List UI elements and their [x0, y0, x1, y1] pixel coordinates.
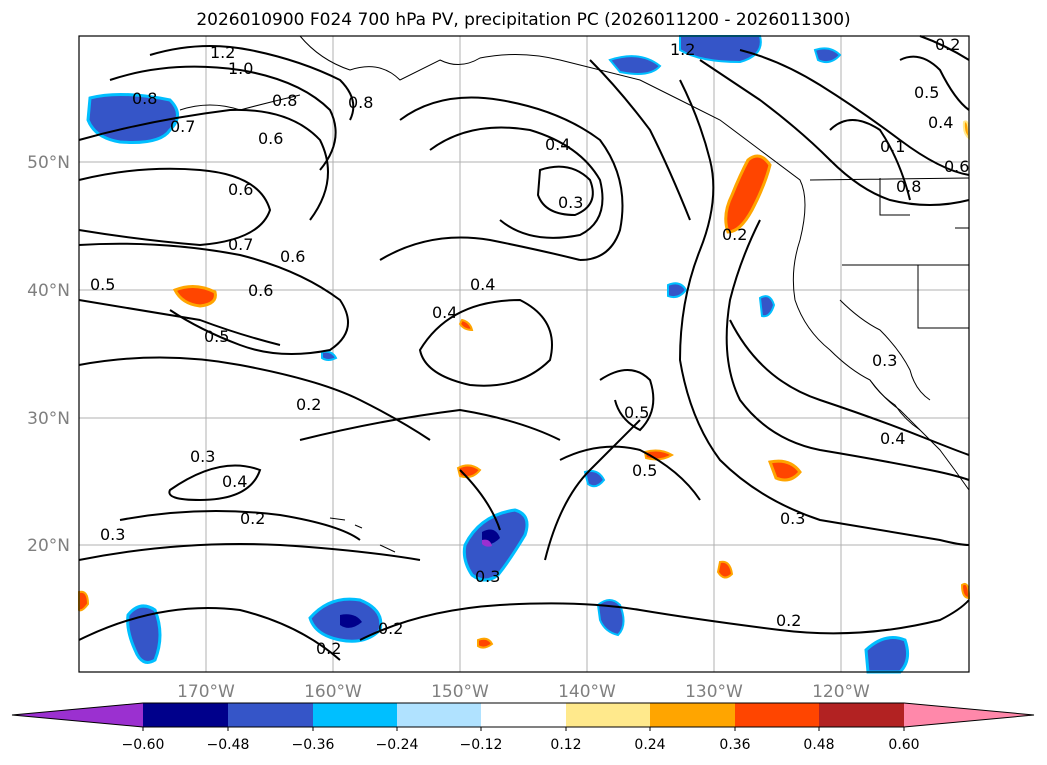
- colorbar-segment: [650, 703, 735, 727]
- contour-label: 0.8: [272, 91, 297, 110]
- contour-label: 0.2: [378, 619, 403, 638]
- contour-labels: 1.2 1.0 0.8 0.7 0.8 0.6 0.8 0.7 0.6 0.6 …: [90, 35, 969, 658]
- colorbar-segment: [228, 703, 313, 727]
- contour-label: 1.2: [210, 43, 235, 62]
- contour-label: 0.2: [316, 639, 341, 658]
- colorbar-tick-label: 0.24: [634, 737, 665, 753]
- graticule: [79, 36, 969, 672]
- contour-label: 0.1: [880, 137, 905, 156]
- contour-label: 0.3: [558, 193, 583, 212]
- contour-label: 0.7: [228, 235, 253, 254]
- contour-label: 0.6: [258, 129, 283, 148]
- lon-label: 120°W: [812, 682, 870, 702]
- map-area: [79, 36, 969, 672]
- colorbar-tick-label: −0.60: [122, 737, 165, 753]
- lon-label: 130°W: [685, 682, 743, 702]
- lon-label: 140°W: [558, 682, 616, 702]
- colorbar: −0.60 −0.48 −0.36 −0.24 −0.12 0.12 0.24 …: [11, 702, 1035, 753]
- lon-label: 160°W: [304, 682, 362, 702]
- contour-label: 0.6: [248, 281, 273, 300]
- contour-label: 0.8: [132, 89, 157, 108]
- contour-label: 0.6: [280, 247, 305, 266]
- colorbar-tick-label: 0.48: [803, 737, 834, 753]
- contour-label: 0.3: [190, 447, 215, 466]
- coastlines: [179, 35, 970, 553]
- contour-label: 0.2: [776, 611, 801, 630]
- lat-label: 50°N: [27, 153, 70, 173]
- colorbar-extend-left: [12, 703, 143, 727]
- colorbar-segment: [397, 703, 481, 727]
- contour-label: 0.8: [896, 177, 921, 196]
- lon-label: 150°W: [431, 682, 489, 702]
- contour-label: 0.3: [475, 567, 500, 586]
- precipitation-shading: [78, 35, 971, 674]
- colorbar-segment: [819, 703, 904, 727]
- colorbar-segment: [566, 703, 650, 727]
- colorbar-segment: [313, 703, 397, 727]
- lat-label: 30°N: [27, 409, 70, 429]
- colorbar-segment: [481, 703, 566, 727]
- contour-label: 0.2: [722, 225, 747, 244]
- pv-contours: [78, 35, 970, 661]
- contour-label: 0.4: [222, 472, 247, 491]
- contour-label: 0.4: [880, 429, 905, 448]
- colorbar-tick-label: 0.12: [550, 737, 581, 753]
- contour-label: 0.3: [780, 509, 805, 528]
- contour-label: 0.2: [240, 509, 265, 528]
- contour-label: 0.8: [348, 93, 373, 112]
- contour-label: 0.5: [204, 327, 229, 346]
- contour-label: 0.5: [624, 403, 649, 422]
- map-frame: [78, 35, 970, 673]
- contour-label: 0.5: [914, 83, 939, 102]
- contour-label: 0.4: [432, 303, 457, 322]
- contour-label: 0.3: [100, 525, 125, 544]
- contour-label: 1.2: [670, 40, 695, 59]
- colorbar-tick-label: −0.24: [376, 737, 419, 753]
- contour-label: 0.6: [228, 180, 253, 199]
- colorbar-tick-label: 0.36: [719, 737, 750, 753]
- contour-label: 1.0: [228, 59, 253, 78]
- contour-label: 0.6: [944, 157, 969, 176]
- colorbar-tick-label: −0.36: [292, 737, 335, 753]
- longitude-labels: 170°W 160°W 150°W 140°W 130°W 120°W: [177, 682, 870, 702]
- colorbar-segment: [735, 703, 819, 727]
- colorbar-tick-label: −0.48: [207, 737, 250, 753]
- lat-label: 40°N: [27, 281, 70, 301]
- colorbar-tick-label: 0.60: [888, 737, 919, 753]
- contour-label: 0.4: [928, 113, 953, 132]
- map-title: 2026010900 F024 700 hPa PV, precipitatio…: [196, 10, 851, 30]
- lon-label: 170°W: [177, 682, 235, 702]
- lat-label: 20°N: [27, 536, 70, 556]
- contour-label: 0.5: [632, 461, 657, 480]
- contour-label: 0.7: [170, 117, 195, 136]
- contour-label: 0.3: [872, 351, 897, 370]
- colorbar-extend-right: [904, 703, 1034, 727]
- colorbar-tick-label: −0.12: [460, 737, 503, 753]
- latitude-labels: 50°N 40°N 30°N 20°N: [27, 153, 70, 556]
- contour-label: 0.5: [90, 275, 115, 294]
- contour-label: 0.4: [470, 275, 495, 294]
- contour-label: 0.4: [545, 135, 570, 154]
- contour-label: 0.2: [296, 395, 321, 414]
- colorbar-segment: [143, 703, 228, 727]
- contour-label: 0.2: [935, 35, 960, 54]
